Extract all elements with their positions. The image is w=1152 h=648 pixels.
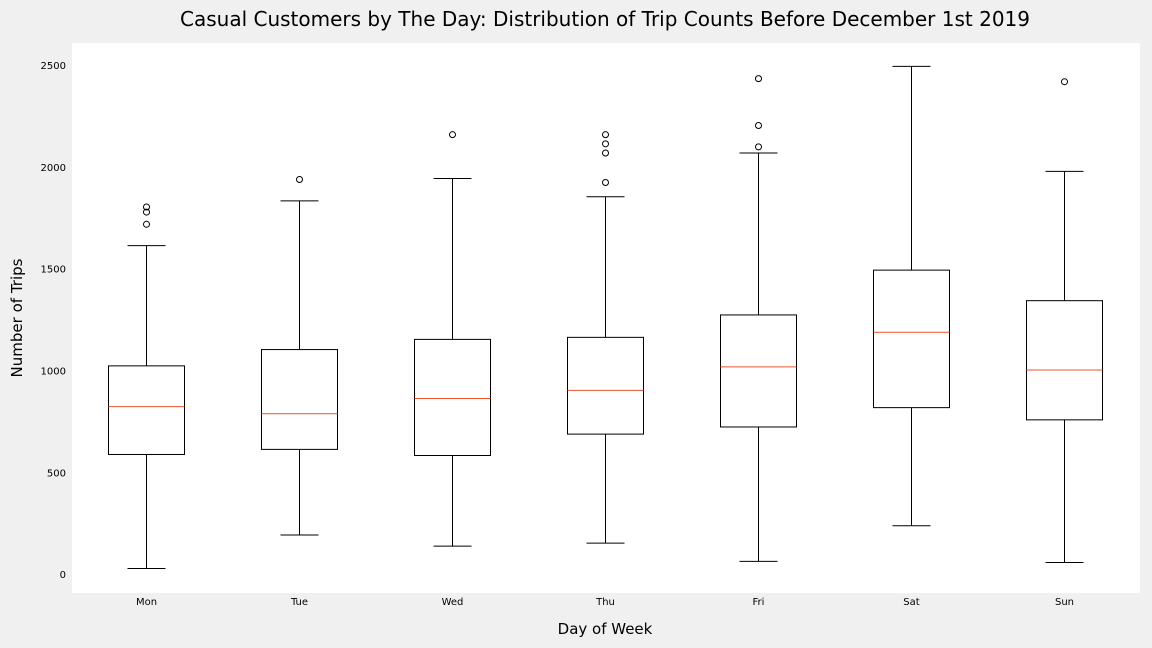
outlier-point (602, 149, 609, 157)
y-tick-label: 1500 (41, 265, 66, 276)
outlier-point (755, 143, 762, 151)
outlier-point (755, 75, 762, 83)
box-wed (414, 131, 491, 547)
box-sun (1026, 78, 1103, 563)
outlier-point (602, 140, 609, 148)
x-tick-label: Tue (290, 597, 308, 608)
box-mon (108, 203, 185, 570)
y-axis-ticks: 0 500 1000 1500 2000 2500 (41, 61, 66, 581)
box-series (108, 65, 1103, 570)
y-tick-label: 0 (60, 570, 66, 581)
y-axis-label: Number of Trips (8, 258, 26, 377)
y-tick-label: 2500 (41, 61, 66, 72)
interquartile-box (261, 349, 338, 450)
interquartile-box (108, 365, 185, 455)
x-tick-label: Wed (442, 597, 464, 608)
x-tick-label: Fri (753, 597, 765, 608)
interquartile-box (1026, 300, 1103, 421)
x-tick-label: Thu (595, 597, 615, 608)
outlier-point (143, 220, 150, 228)
interquartile-box (873, 269, 950, 409)
x-tick-label: Mon (136, 597, 157, 608)
x-axis-label: Day of Week (558, 620, 653, 638)
outlier-point (296, 175, 303, 183)
y-tick-label: 1000 (41, 366, 66, 377)
box-tue (261, 175, 338, 536)
outlier-point (143, 208, 150, 216)
y-tick-label: 500 (47, 468, 66, 479)
box-sat (873, 65, 950, 527)
outlier-point (602, 131, 609, 139)
box-thu (567, 131, 644, 544)
outlier-point (449, 131, 456, 139)
x-tick-label: Sat (903, 597, 919, 608)
outlier-point (143, 203, 150, 211)
interquartile-box (720, 314, 797, 428)
x-tick-label: Sun (1055, 597, 1074, 608)
chart-title: Casual Customers by The Day: Distributio… (180, 7, 1030, 31)
interquartile-box (414, 338, 491, 456)
outlier-point (1061, 78, 1068, 86)
x-axis-ticks: Mon Tue Wed Thu Fri Sat Sun (136, 597, 1074, 608)
box-fri (720, 75, 797, 562)
y-tick-label: 2000 (41, 163, 66, 174)
outlier-point (602, 179, 609, 187)
outlier-point (755, 122, 762, 129)
interquartile-box (567, 336, 644, 435)
